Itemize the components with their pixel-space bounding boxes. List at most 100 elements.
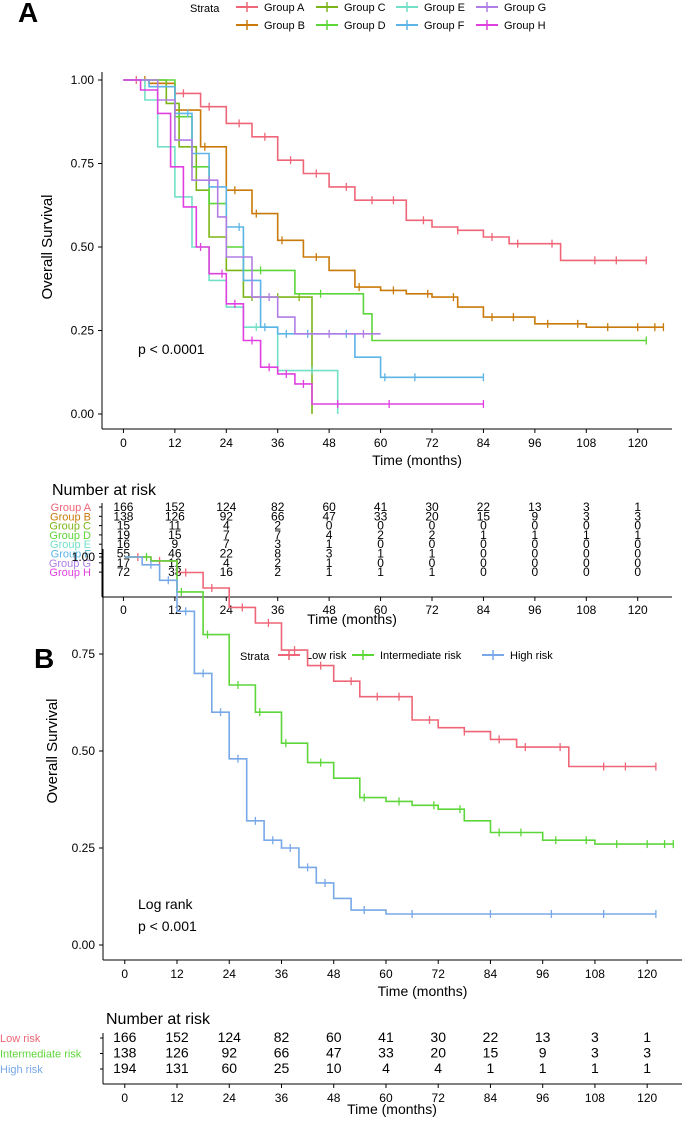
risk-x-tick-label: 96 [528,603,542,617]
risk-cell: 152 [165,500,185,514]
risk-cell: 15 [117,519,131,533]
risk-cell: 20 [430,1045,446,1061]
risk-cell: 47 [326,1045,342,1061]
km-curve-group-g [123,79,381,335]
y-tick-label: 0.00 [71,407,95,421]
risk-x-axis-title: Time (months) [307,611,397,627]
x-tick-label: 96 [536,967,550,981]
risk-cell: 0 [429,537,436,551]
x-tick-label: 108 [585,967,605,981]
pvalue-text: p < 0.0001 [138,341,205,357]
risk-cell: 0 [583,556,590,570]
risk-x-tick-label: 120 [637,1091,657,1105]
y-tick-label: 1.00 [71,73,95,87]
x-tick-label: 36 [271,436,285,450]
risk-x-tick-label: 48 [322,603,336,617]
risk-cell: 3 [326,547,333,561]
risk-cell: 9 [172,537,179,551]
x-tick-label: 24 [220,436,234,450]
risk-x-tick-label: 72 [425,603,439,617]
risk-cell: 138 [113,1045,137,1061]
risk-x-tick-label: 0 [121,1091,128,1105]
risk-row-label: Group C [49,521,91,533]
risk-cell: 22 [477,500,491,514]
risk-cell: 3 [634,509,641,523]
risk-table-title: Number at risk [52,482,157,499]
risk-cell: 0 [480,547,487,561]
x-tick-label: 72 [425,436,439,450]
risk-cell: 0 [429,556,436,570]
risk-x-tick-label: 24 [220,603,234,617]
y-axis-title: Overall Survival [39,194,56,299]
risk-cell: 9 [539,1045,547,1061]
risk-row-label: Group E [50,539,91,551]
risk-cell: 124 [218,1029,242,1045]
km-curve-group-b [123,79,664,328]
risk-cell: 2 [274,556,281,570]
risk-cell: 0 [583,537,590,551]
risk-cell: 16 [220,565,234,579]
risk-cell: 1 [429,547,436,561]
km-curve-group-h [123,79,484,405]
km-curve-group-d [123,79,647,342]
risk-x-tick-label: 12 [170,1091,184,1105]
risk-x-tick-label: 12 [168,603,182,617]
risk-cell: 0 [583,519,590,533]
legend-label: Group H [504,20,546,32]
risk-cell: 1 [532,528,539,542]
risk-cell: 0 [583,547,590,561]
risk-cell: 15 [168,528,182,542]
risk-x-tick-label: 60 [379,1091,393,1105]
risk-cell: 4 [223,519,230,533]
risk-row-label: Low risk [0,1033,41,1045]
risk-cell: 15 [483,1045,499,1061]
x-tick-label: 84 [484,967,498,981]
x-tick-label: 60 [374,436,388,450]
risk-cell: 2 [274,519,281,533]
risk-cell: 1 [480,528,487,542]
x-tick-label: 12 [170,967,184,981]
risk-row-label: Intermediate risk [0,1049,82,1061]
legend-label: Group G [504,2,546,14]
risk-cell: 92 [220,509,234,523]
x-tick-label: 120 [637,967,657,981]
risk-cell: 1 [643,1029,651,1045]
risk-cell: 3 [583,509,590,523]
risk-cell: 124 [216,500,236,514]
risk-cell: 166 [113,1029,137,1045]
x-tick-label: 60 [379,967,393,981]
risk-cell: 30 [430,1029,446,1045]
legend-label: Group D [344,20,386,32]
risk-cell: 46 [168,547,182,561]
risk-cell: 1 [643,1060,651,1076]
x-tick-label: 108 [576,436,596,450]
risk-cell: 0 [583,565,590,579]
risk-cell: 60 [322,500,336,514]
km-curve-group-a [123,79,647,262]
risk-row-label: Group D [49,530,91,542]
risk-cell: 9 [532,509,539,523]
risk-table-title: Number at risk [106,1011,211,1028]
y-tick-label: 0.75 [71,157,95,171]
risk-cell: 1 [539,1060,547,1076]
risk-cell: 30 [425,500,439,514]
x-tick-label: 48 [322,436,336,450]
risk-cell: 3 [274,537,281,551]
risk-cell: 72 [117,565,131,579]
risk-cell: 66 [271,509,285,523]
risk-x-tick-label: 24 [223,1091,237,1105]
y-tick-label: 0.50 [72,744,96,758]
x-tick-label: 0 [120,436,127,450]
risk-cell: 15 [477,509,491,523]
x-tick-label: 120 [628,436,648,450]
pvalue-text: p < 0.001 [138,918,197,934]
risk-cell: 3 [591,1045,599,1061]
risk-row-label: Group G [49,558,91,570]
x-tick-label: 0 [121,967,128,981]
risk-cell: 17 [117,556,131,570]
risk-cell: 20 [425,509,439,523]
risk-cell: 60 [221,1060,237,1076]
risk-cell: 0 [480,519,487,533]
risk-cell: 0 [326,519,333,533]
